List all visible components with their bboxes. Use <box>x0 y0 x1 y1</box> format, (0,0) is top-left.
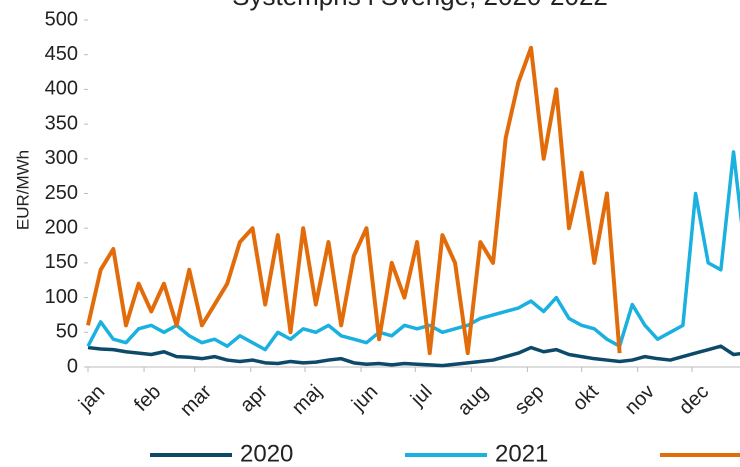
x-tick-label: nov <box>621 381 659 419</box>
y-tick-label: 350 <box>45 112 78 134</box>
chart-title: Systempris i Sverige, 2020-2022 <box>232 0 608 11</box>
y-tick-label: 150 <box>45 251 78 273</box>
legend-label: 2020 <box>240 440 293 467</box>
y-tick-label: 300 <box>45 147 78 169</box>
x-tick-label: apr <box>236 380 272 416</box>
x-tick-label: mar <box>176 380 216 420</box>
y-tick-label: 400 <box>45 78 78 100</box>
x-tick-label: jan <box>74 381 109 416</box>
x-tick-label: dec <box>675 381 713 419</box>
series-line <box>86 45 622 356</box>
y-tick-label: 250 <box>45 182 78 204</box>
x-tick-label: sep <box>510 381 548 419</box>
y-tick-label: 200 <box>45 216 78 238</box>
x-tick-label: aug <box>453 381 492 420</box>
x-tick-label: jun <box>347 381 382 416</box>
legend-label: 2021 <box>495 440 548 467</box>
y-tick-label: 450 <box>45 43 78 65</box>
y-tick-label: 0 <box>67 355 78 377</box>
series-line <box>87 344 740 368</box>
y-tick-label: 50 <box>56 321 78 343</box>
y-tick-label: 500 <box>45 8 78 30</box>
y-tick-label: 100 <box>45 286 78 308</box>
x-tick-label: maj <box>288 381 326 419</box>
y-axis-label: EUR/MWh <box>13 150 32 230</box>
x-tick-label: jul <box>406 381 436 411</box>
x-tick-label: okt <box>568 380 603 415</box>
x-tick-label: feb <box>130 381 165 416</box>
series-line <box>86 150 740 352</box>
